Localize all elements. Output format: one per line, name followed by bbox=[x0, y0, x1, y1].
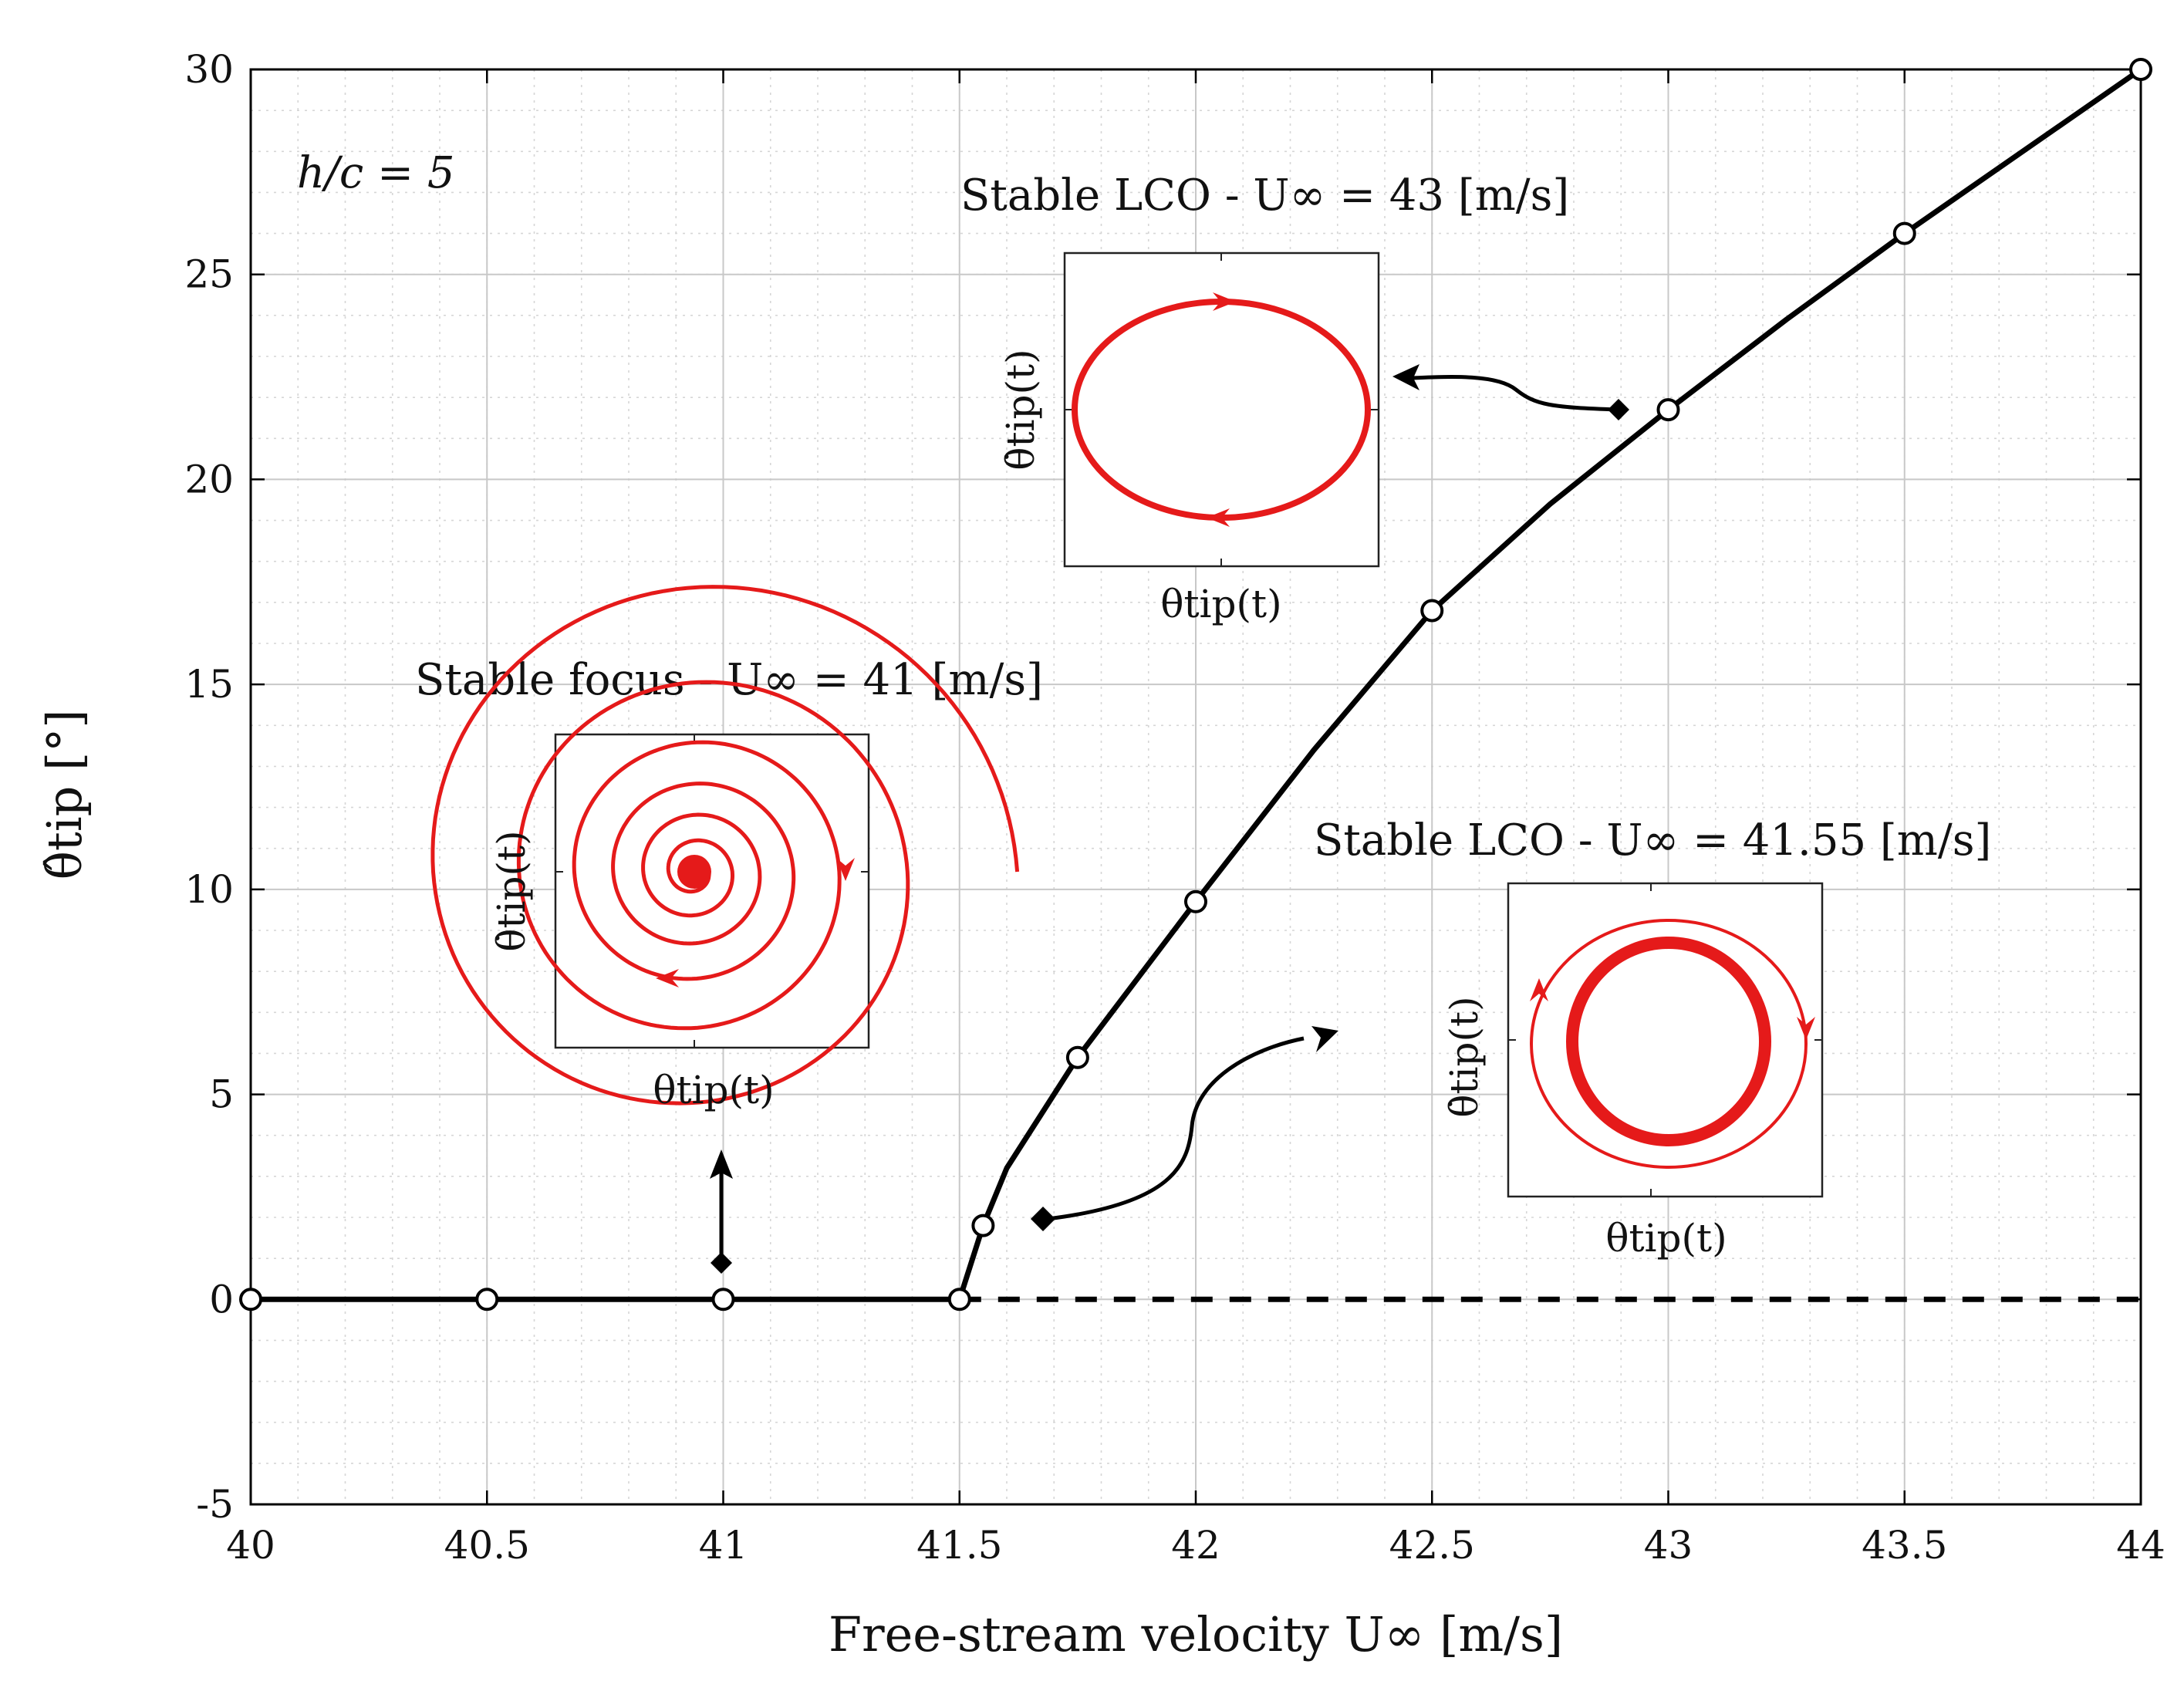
y-tick-label: 5 bbox=[209, 1072, 234, 1117]
inset-x-label: θtip(t) bbox=[1605, 1216, 1727, 1261]
data-point bbox=[1184, 890, 1207, 913]
y-tick-label: 20 bbox=[184, 457, 234, 501]
y-tick-label: 25 bbox=[184, 252, 234, 297]
x-tick-label: 41.5 bbox=[916, 1523, 1002, 1568]
lco-arrow-right bbox=[1797, 1017, 1815, 1040]
pointer-diamond-lco-4155 bbox=[1031, 1207, 1055, 1231]
lco-arrow-left bbox=[1530, 978, 1548, 1001]
marker-layer bbox=[239, 58, 2152, 1311]
pointer-diamond-focus-41 bbox=[711, 1252, 732, 1274]
data-point bbox=[1656, 398, 1680, 422]
lco-43-title: Stable LCO - U∞ = 43 [m/s] bbox=[960, 170, 1569, 221]
inset-lco-4155: θtip(t) θ̇tip(t) bbox=[1442, 882, 1824, 1261]
orbit-arrow-top bbox=[1213, 292, 1236, 311]
y-ticks: -5 0 5 10 15 20 25 30 bbox=[184, 47, 2141, 1527]
inset-frame bbox=[554, 733, 870, 1049]
orbit-arrow-bottom bbox=[1207, 508, 1230, 527]
lco-inner-orbit bbox=[1566, 937, 1771, 1146]
pointer-arrow-lco-43-head bbox=[1392, 364, 1419, 390]
pointer-diamond-lco-43 bbox=[1608, 399, 1629, 420]
inset-y-label: θ̇tip(t) bbox=[1442, 996, 1487, 1117]
inset-x-label: θtip(t) bbox=[1160, 582, 1281, 626]
hc-annotation: h/c = 5 bbox=[297, 148, 454, 198]
pointer-arrow-lco-4155-head bbox=[1311, 1026, 1338, 1052]
pointer-arrow-lco-43 bbox=[1411, 375, 1619, 412]
spiral-arrow-right bbox=[836, 858, 855, 881]
y-axis-label: θ̂tip [°] bbox=[36, 710, 93, 880]
focus-spiral bbox=[430, 585, 1020, 1106]
data-point bbox=[711, 1288, 735, 1311]
x-tick-label: 40 bbox=[226, 1523, 275, 1568]
x-tick-label: 43 bbox=[1644, 1523, 1693, 1568]
data-point bbox=[1065, 1045, 1089, 1069]
x-tick-label: 43.5 bbox=[1862, 1523, 1947, 1568]
pointer-arrow-focus-41-head bbox=[710, 1149, 733, 1179]
y-tick-label: 10 bbox=[184, 867, 234, 912]
x-tick-label: 42 bbox=[1171, 1523, 1220, 1568]
pointer-arrow-lco-4155 bbox=[1047, 1036, 1305, 1221]
data-point bbox=[947, 1288, 971, 1311]
x-axis-label: Free-stream velocity U∞ [m/s] bbox=[829, 1606, 1563, 1663]
x-tick-label: 44 bbox=[2116, 1523, 2165, 1568]
inset-y-label: θ̇tip(t) bbox=[998, 349, 1043, 470]
data-point bbox=[971, 1214, 995, 1237]
inset-focus-41: θtip(t) θ̇tip(t) bbox=[430, 585, 1020, 1112]
inset-frame bbox=[1507, 882, 1824, 1198]
inset-lco-43: θtip(t) θ̇tip(t) bbox=[998, 251, 1380, 626]
y-tick-label: 30 bbox=[184, 47, 234, 92]
x-tick-label: 41 bbox=[699, 1523, 748, 1568]
series-layer bbox=[251, 69, 2141, 1302]
inset-y-label: θ̇tip(t) bbox=[489, 830, 534, 951]
lco-outer-orbit bbox=[1530, 919, 1808, 1169]
data-point bbox=[1892, 221, 1916, 245]
data-point bbox=[239, 1288, 262, 1311]
spiral-arrow-bottom bbox=[656, 969, 679, 987]
y-tick-label: 0 bbox=[209, 1277, 234, 1322]
y-tick-label: -5 bbox=[196, 1482, 234, 1527]
x-ticks: 40 40.5 41 41.5 42 42.5 43 43.5 44 bbox=[226, 69, 2165, 1568]
focus-center bbox=[677, 855, 711, 889]
data-point bbox=[2129, 58, 2152, 81]
x-tick-label: 42.5 bbox=[1389, 1523, 1475, 1568]
data-point bbox=[475, 1288, 499, 1311]
stable-branch-line bbox=[251, 69, 2141, 1302]
lco-4155-title: Stable LCO - U∞ = 41.55 [m/s] bbox=[1314, 815, 1991, 866]
data-point bbox=[1420, 599, 1444, 623]
pointer-arrows bbox=[710, 364, 1629, 1274]
x-tick-label: 40.5 bbox=[444, 1523, 530, 1568]
y-tick-label: 15 bbox=[184, 662, 234, 707]
inset-x-label: θtip(t) bbox=[653, 1068, 774, 1112]
